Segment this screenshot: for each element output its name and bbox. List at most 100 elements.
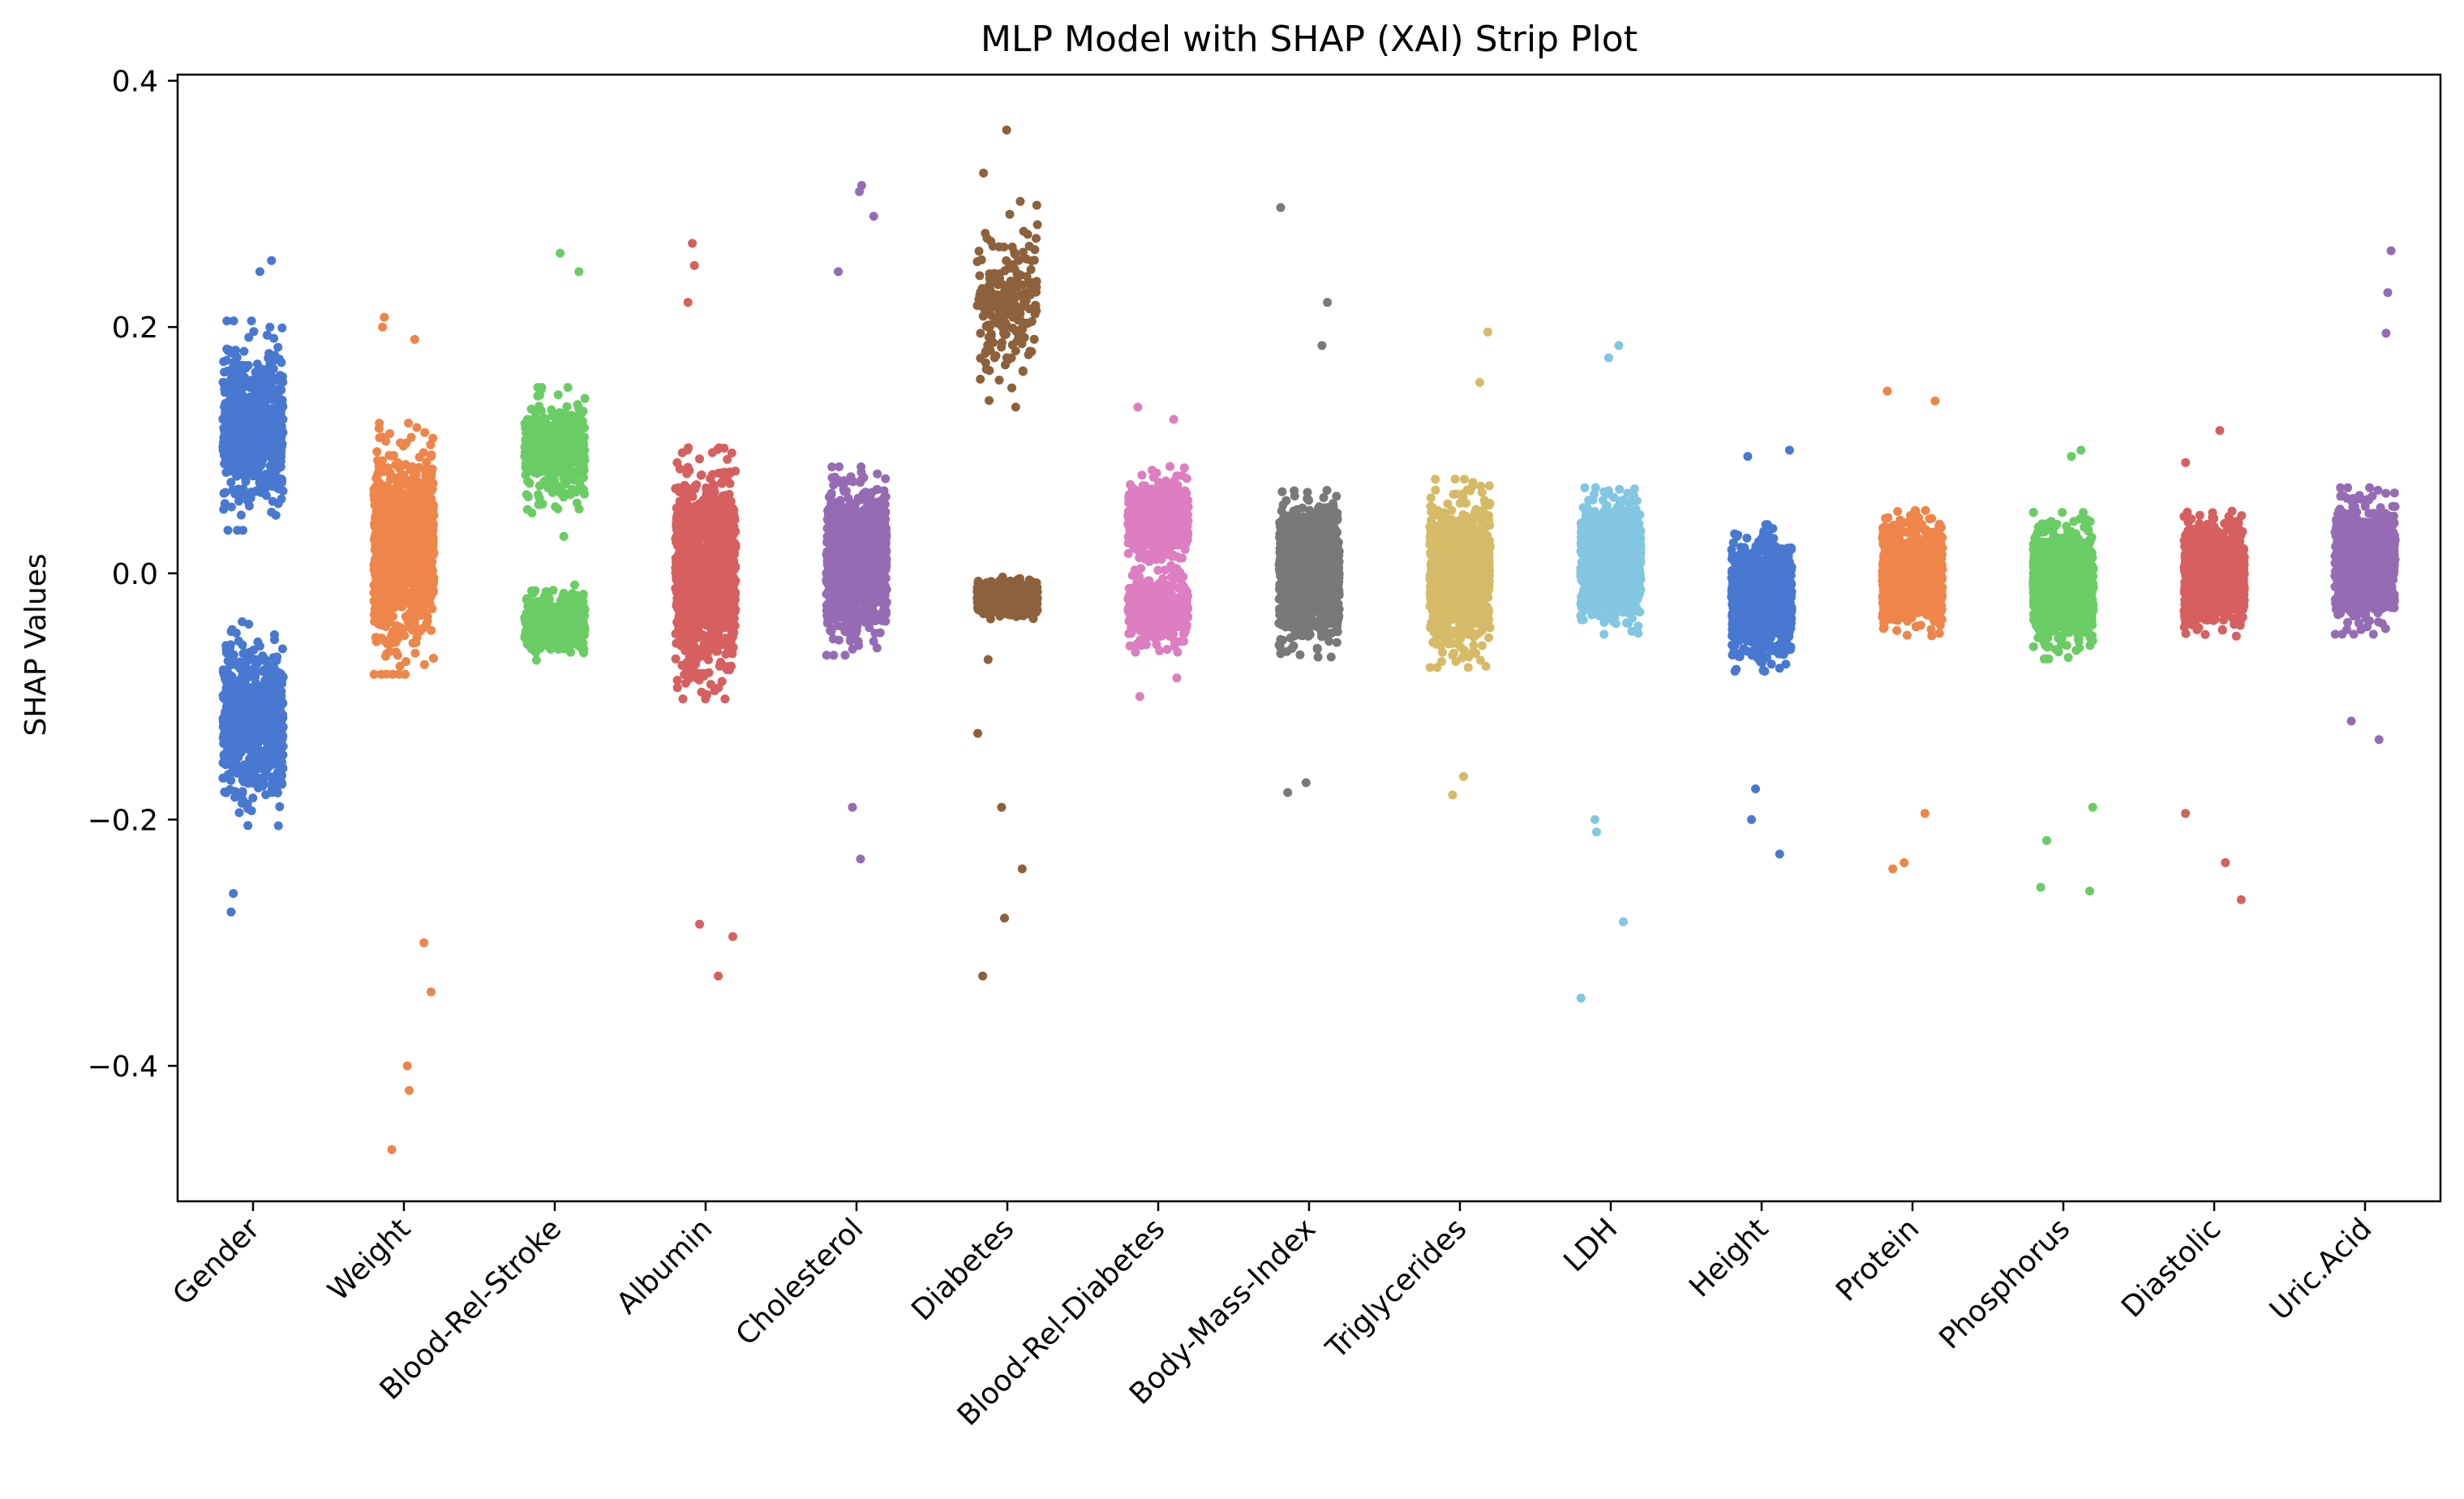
data-point: [265, 719, 275, 728]
data-point: [410, 470, 419, 479]
data-point: [676, 586, 685, 595]
data-point: [405, 1085, 414, 1095]
data-point: [527, 508, 537, 518]
data-point: [720, 694, 730, 704]
data-point: [723, 642, 732, 651]
data-point: [393, 592, 403, 602]
data-point: [410, 334, 419, 344]
data-point: [275, 424, 284, 434]
data-point: [221, 788, 231, 797]
data-point: [672, 638, 681, 648]
data-point: [259, 702, 268, 712]
data-point: [277, 475, 286, 485]
data-point: [718, 491, 728, 500]
data-point: [243, 821, 253, 831]
data-point: [243, 673, 252, 683]
data-point: [377, 616, 387, 626]
data-point: [228, 406, 238, 415]
data-point: [548, 473, 558, 483]
data-point: [222, 367, 232, 376]
data-point: [257, 391, 266, 401]
data-point: [256, 380, 266, 390]
data-point: [262, 330, 272, 340]
data-point: [268, 496, 277, 506]
data-point: [267, 507, 277, 517]
data-point: [225, 449, 234, 458]
data-point: [379, 548, 388, 557]
data-point: [538, 422, 547, 432]
data-point: [414, 627, 424, 637]
data-point: [238, 390, 247, 400]
data-point: [556, 248, 565, 258]
data-point: [278, 402, 288, 411]
data-point: [578, 590, 588, 599]
data-point: [225, 640, 235, 650]
data-point: [227, 625, 237, 634]
data-point: [273, 342, 283, 352]
data-point: [702, 568, 711, 578]
data-point: [714, 971, 723, 981]
data-point: [251, 732, 260, 742]
data-point: [372, 593, 382, 603]
data-point: [428, 433, 438, 443]
data-point: [277, 758, 286, 768]
data-point: [266, 438, 276, 448]
data-point: [380, 312, 389, 322]
data-point: [728, 535, 737, 545]
data-point: [385, 592, 395, 602]
data-point: [547, 602, 557, 612]
data-point: [569, 411, 578, 421]
data-point: [238, 416, 248, 426]
data-point: [404, 419, 414, 428]
data-point: [427, 450, 436, 460]
series-blood-rel-stroke: [520, 248, 590, 665]
data-point: [522, 594, 532, 603]
data-point: [222, 344, 232, 354]
data-point: [698, 496, 708, 505]
data-point: [270, 635, 279, 645]
data-point: [239, 346, 249, 356]
data-point: [275, 802, 285, 811]
data-point: [249, 469, 259, 479]
data-point: [225, 460, 235, 470]
data-point: [219, 505, 229, 514]
data-point: [230, 346, 240, 355]
data-point: [244, 620, 254, 629]
data-points-layer: [218, 125, 2400, 1154]
data-point: [253, 398, 263, 408]
data-point: [409, 517, 419, 526]
data-point: [276, 462, 285, 472]
data-point: [427, 480, 436, 490]
data-point: [403, 610, 413, 620]
data-point: [244, 333, 254, 342]
data-point: [573, 634, 583, 642]
data-point: [575, 455, 585, 465]
data-point: [695, 454, 704, 464]
data-point: [419, 938, 429, 947]
data-point: [225, 396, 234, 406]
data-point: [254, 373, 264, 383]
data-point: [520, 419, 530, 428]
data-point: [695, 919, 704, 929]
data-point: [271, 482, 281, 492]
data-point: [249, 645, 259, 655]
data-point: [391, 460, 401, 470]
data-point: [688, 238, 698, 248]
data-point: [532, 441, 542, 451]
data-point: [553, 390, 563, 400]
data-point: [252, 449, 262, 459]
data-point: [726, 563, 736, 573]
data-point: [222, 316, 232, 326]
data-point: [247, 665, 257, 675]
data-point: [725, 479, 735, 488]
data-point: [388, 669, 397, 679]
data-point: [672, 510, 682, 519]
data-point: [241, 362, 251, 372]
data-point: [563, 383, 573, 393]
data-point: [698, 594, 708, 603]
data-point: [672, 576, 681, 586]
data-point: [238, 526, 247, 535]
data-point: [539, 612, 548, 622]
data-point: [221, 355, 231, 365]
data-point: [426, 558, 436, 568]
